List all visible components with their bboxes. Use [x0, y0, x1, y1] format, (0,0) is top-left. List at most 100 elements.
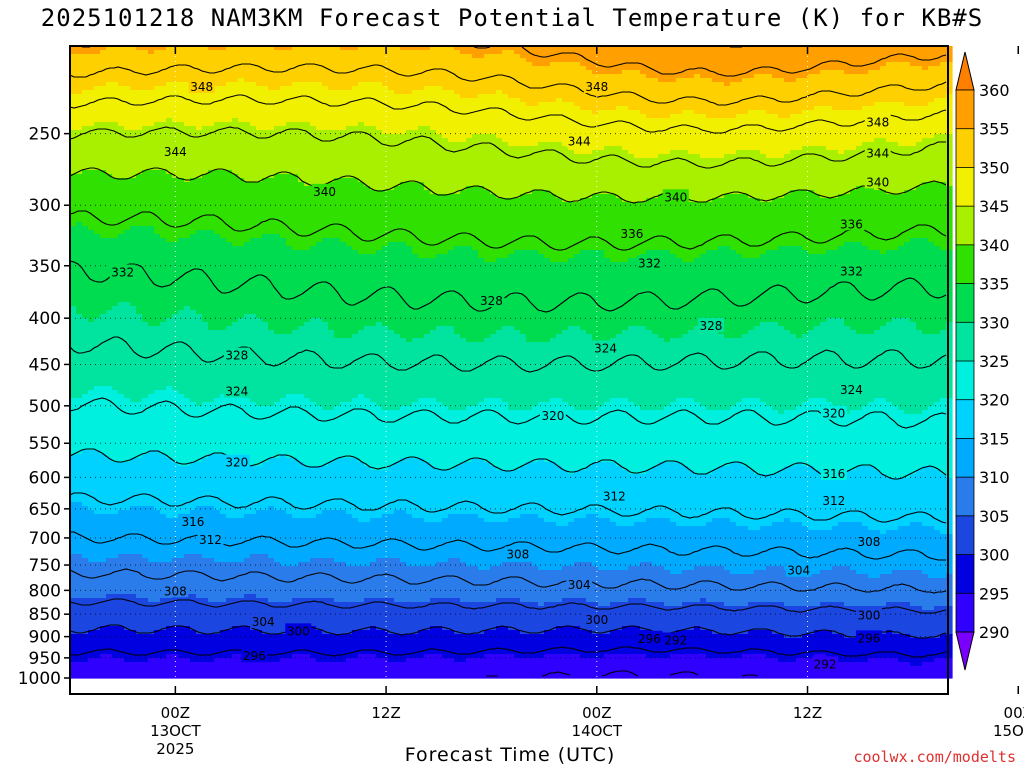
field-cell: [388, 50, 395, 55]
field-cell: [166, 46, 173, 51]
field-cell: [760, 118, 767, 123]
field-cell: [136, 174, 143, 179]
field-cell: [208, 146, 215, 151]
field-cell: [580, 158, 587, 163]
field-cell: [484, 86, 491, 91]
field-cell: [172, 62, 179, 67]
field-cell: [412, 70, 419, 75]
field-cell: [868, 78, 875, 83]
field-cell: [682, 166, 689, 171]
field-cell: [358, 86, 365, 91]
field-cell: [538, 170, 545, 175]
field-cell: [922, 178, 929, 183]
field-cell: [538, 158, 545, 163]
field-cell: [838, 158, 845, 163]
field-cell: [754, 122, 761, 127]
field-cell: [322, 122, 329, 127]
field-cell: [916, 74, 923, 79]
field-cell: [772, 78, 779, 83]
field-cell: [334, 126, 341, 131]
field-cell: [520, 126, 527, 131]
field-cell: [778, 86, 785, 91]
field-cell: [334, 110, 341, 115]
field-cell: [436, 86, 443, 91]
field-cell: [868, 70, 875, 75]
field-cell: [202, 110, 209, 115]
field-cell: [352, 46, 359, 51]
field-cell: [322, 134, 329, 139]
field-cell: [856, 126, 863, 131]
field-cell: [622, 126, 629, 131]
field-cell: [184, 102, 191, 107]
field-cell: [424, 126, 431, 131]
field-cell: [916, 142, 923, 147]
field-cell: [94, 122, 101, 127]
field-cell: [820, 98, 827, 103]
field-cell: [928, 78, 935, 83]
field-cell: [184, 118, 191, 123]
field-cell: [292, 170, 299, 175]
field-cell: [322, 94, 329, 99]
field-cell: [502, 110, 509, 115]
field-cell: [370, 150, 377, 155]
field-cell: [736, 90, 743, 95]
field-cell: [364, 126, 371, 131]
field-cell: [220, 78, 227, 83]
field-cell: [796, 54, 803, 59]
field-cell: [940, 174, 947, 179]
field-cell: [790, 166, 797, 171]
field-cell: [394, 70, 401, 75]
field-cell: [742, 158, 749, 163]
field-cell: [766, 170, 773, 175]
field-cell: [820, 102, 827, 107]
field-cell: [370, 122, 377, 127]
field-cell: [418, 102, 425, 107]
field-cell: [628, 58, 635, 63]
field-cell: [232, 74, 239, 79]
field-cell: [748, 134, 755, 139]
field-cell: [514, 54, 521, 59]
field-cell: [898, 138, 905, 143]
field-cell: [574, 46, 581, 51]
field-cell: [274, 162, 281, 167]
field-cell: [808, 146, 815, 151]
field-cell: [418, 154, 425, 159]
field-cell: [364, 102, 371, 107]
field-cell: [478, 134, 485, 139]
field-cell: [316, 126, 323, 131]
field-cell: [508, 70, 515, 75]
field-cell: [682, 98, 689, 103]
field-cell: [904, 130, 911, 135]
field-cell: [604, 46, 611, 51]
field-cell: [640, 158, 647, 163]
field-cell: [226, 94, 233, 99]
field-cell: [892, 106, 899, 111]
field-cell: [334, 82, 341, 87]
field-cell: [478, 138, 485, 143]
field-cell: [388, 174, 395, 179]
field-cell: [448, 134, 455, 139]
field-cell: [118, 110, 125, 115]
field-cell: [652, 54, 659, 59]
field-cell: [520, 130, 527, 135]
field-cell: [820, 114, 827, 119]
field-cell: [754, 134, 761, 139]
field-cell: [376, 90, 383, 95]
field-cell: [910, 150, 917, 155]
field-cell: [184, 134, 191, 139]
field-cell: [514, 86, 521, 91]
field-cell: [916, 86, 923, 91]
field-cell: [238, 174, 245, 179]
field-cell: [676, 154, 683, 159]
field-cell: [814, 158, 821, 163]
field-cell: [898, 158, 905, 163]
field-cell: [538, 102, 545, 107]
field-cell: [148, 126, 155, 131]
field-cell: [946, 90, 953, 95]
field-cell: [88, 86, 95, 91]
field-cell: [610, 142, 617, 147]
field-cell: [514, 122, 521, 127]
field-cell: [370, 46, 377, 51]
field-cell: [436, 62, 443, 67]
field-cell: [748, 166, 755, 171]
